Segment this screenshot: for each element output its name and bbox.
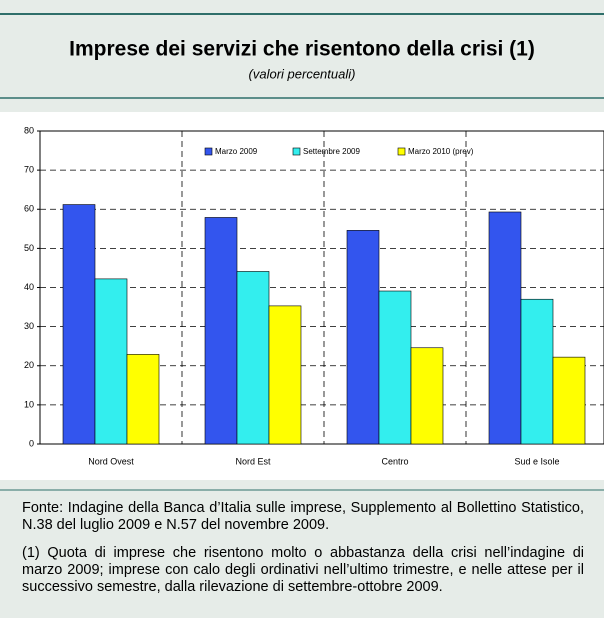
bar — [488, 211, 522, 445]
y-tick-label: 60 — [24, 204, 34, 214]
chart-subtitle: (valori percentuali) — [249, 66, 356, 81]
y-tick-label: 80 — [24, 125, 34, 135]
x-tick-label: Nord Est — [235, 456, 271, 466]
bar — [552, 356, 586, 445]
legend-label: Marzo 2010 (prev) — [408, 147, 474, 156]
bar — [268, 305, 302, 445]
bar — [236, 271, 270, 445]
bar — [62, 204, 96, 445]
footnote: (1) Quota di imprese che risentono molto… — [22, 545, 584, 595]
chart-title: Imprese dei servizi che risentono della … — [69, 38, 535, 61]
bar — [410, 347, 444, 445]
x-tick-label: Centro — [381, 456, 408, 466]
y-tick-label: 70 — [24, 165, 34, 175]
legend-label: Settembre 2009 — [303, 147, 360, 156]
source-note: Fonte: Indagine della Banca d’Italia sul… — [22, 500, 584, 533]
x-tick-label: Nord Ovest — [88, 456, 134, 466]
legend-swatch — [204, 147, 213, 156]
bar — [520, 298, 554, 445]
y-tick-label: 50 — [24, 243, 34, 253]
y-tick-label: 30 — [24, 321, 34, 331]
bar — [204, 217, 238, 445]
y-tick-label: 40 — [24, 282, 34, 292]
bar — [378, 290, 412, 445]
y-tick-label: 0 — [29, 438, 34, 448]
y-tick-label: 20 — [24, 360, 34, 370]
y-tick-label: 10 — [24, 399, 34, 409]
bar — [346, 230, 380, 445]
legend-swatch — [397, 147, 406, 156]
bar — [94, 278, 128, 445]
legend-swatch — [292, 147, 301, 156]
bar — [126, 354, 160, 445]
x-tick-label: Sud e Isole — [514, 456, 559, 466]
legend-label: Marzo 2009 — [215, 147, 258, 156]
